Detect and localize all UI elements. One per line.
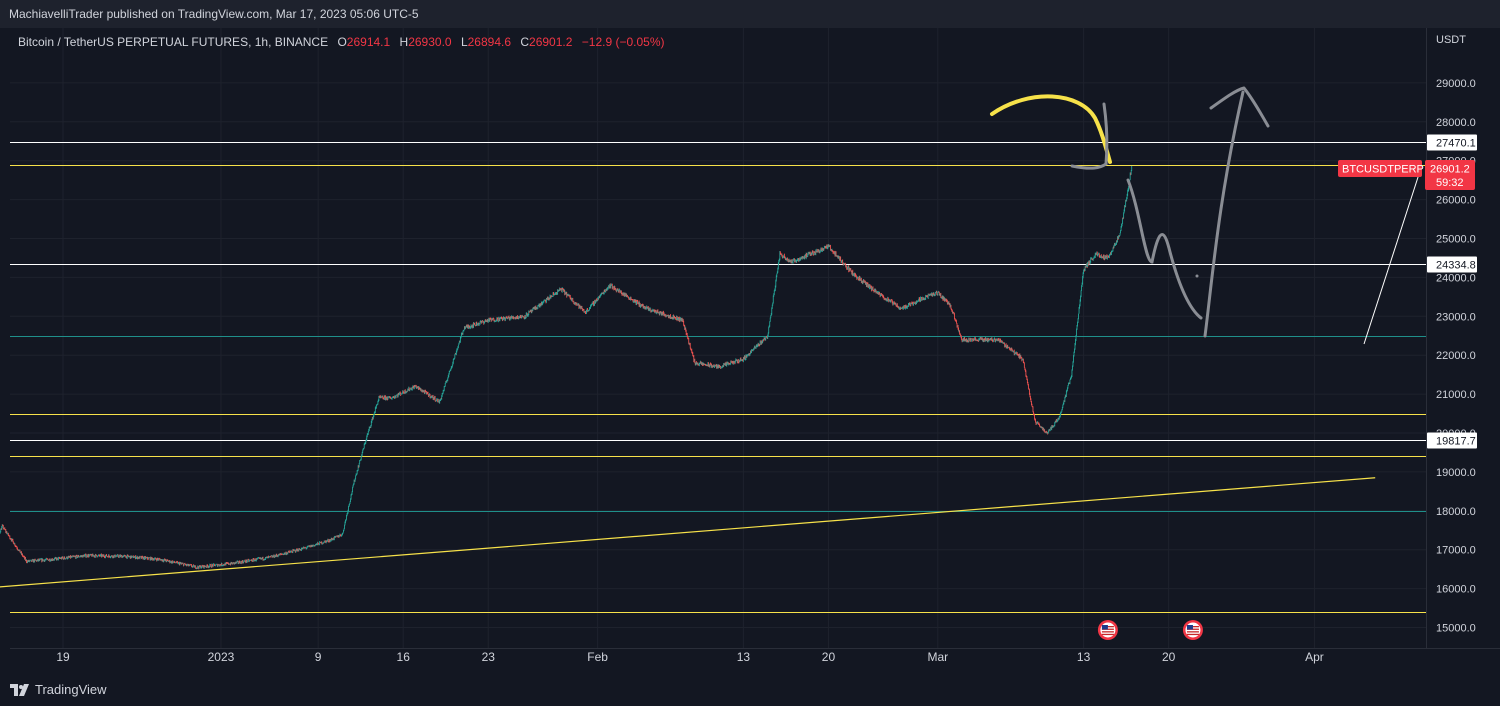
tradingview-logo-icon bbox=[10, 683, 29, 696]
current-price-value: 26901.2 bbox=[1430, 164, 1470, 176]
price-tick-label: 17000.0 bbox=[1436, 545, 1476, 557]
tradingview-logo-text: TradingView bbox=[35, 682, 107, 697]
low-label: L bbox=[460, 35, 468, 49]
level-price-tag bbox=[1427, 432, 1477, 449]
publish-bar: MachiavelliTrader published on TradingVi… bbox=[0, 0, 1500, 28]
level-price-tag-text: 24334.8 bbox=[1436, 260, 1476, 272]
price-axis[interactable]: 15000.016000.017000.018000.019000.020000… bbox=[1436, 78, 1476, 635]
candles bbox=[0, 165, 1133, 570]
close-value: 26901.2 bbox=[529, 35, 573, 49]
current-price-tag: BTCUSDTPERP 26901.2 59:32 bbox=[1338, 160, 1475, 190]
high-value: 26930.0 bbox=[408, 35, 452, 49]
change-value: −12.9 (−0.05%) bbox=[581, 35, 665, 49]
time-tick-label: 2023 bbox=[208, 650, 235, 664]
time-tick-label: 23 bbox=[482, 650, 496, 664]
white-ray-drawing bbox=[1363, 170, 1421, 345]
time-tick-label: 13 bbox=[1077, 650, 1091, 664]
level-price-tag-text: 27470.1 bbox=[1436, 138, 1476, 150]
open-value: 26914.1 bbox=[346, 35, 391, 49]
time-tick-label: 9 bbox=[315, 650, 322, 664]
low-value: 26894.6 bbox=[467, 35, 512, 49]
rising-trendline bbox=[0, 477, 1376, 588]
price-tick-label: 24000.0 bbox=[1436, 272, 1476, 284]
high-label: H bbox=[399, 35, 409, 49]
level-price-tag bbox=[1427, 256, 1477, 273]
price-tick-label: 19000.0 bbox=[1436, 467, 1476, 479]
time-tick-label: 19 bbox=[56, 650, 70, 664]
price-tick-label: 28000.0 bbox=[1436, 117, 1476, 129]
chart-area[interactable]: 15000.016000.017000.018000.019000.020000… bbox=[0, 28, 1500, 677]
published-by-text: MachiavelliTrader published on TradingVi… bbox=[9, 7, 419, 21]
price-tick-label: 15000.0 bbox=[1436, 623, 1476, 635]
symbol-legend[interactable]: Bitcoin / TetherUS PERPETUAL FUTURES, 1h… bbox=[18, 35, 665, 49]
grey-projection-drawing bbox=[1126, 178, 1203, 320]
price-tick-label: 16000.0 bbox=[1436, 584, 1476, 596]
symbol-title[interactable]: Bitcoin / TetherUS PERPETUAL FUTURES, 1h… bbox=[18, 35, 329, 49]
price-tick-label: 22000.0 bbox=[1436, 350, 1476, 362]
time-tick-label: 20 bbox=[822, 650, 836, 664]
horizontal-levels bbox=[10, 142, 1426, 613]
time-tick-label: 13 bbox=[737, 650, 751, 664]
current-price-box bbox=[1425, 160, 1475, 190]
level-price-tag bbox=[1427, 134, 1477, 151]
level-price-tag-text: 19817.7 bbox=[1436, 436, 1476, 448]
candle-countdown: 59:32 bbox=[1436, 177, 1464, 189]
price-tick-label: 26000.0 bbox=[1436, 195, 1476, 207]
time-tick-label: Mar bbox=[927, 650, 948, 664]
price-tick-label: 21000.0 bbox=[1436, 389, 1476, 401]
trendline bbox=[0, 477, 1376, 588]
price-tick-label: 25000.0 bbox=[1436, 234, 1476, 246]
ticker-tag bbox=[1338, 160, 1422, 177]
grey-up-arrow-drawing bbox=[1203, 86, 1270, 338]
grey-tick-drawing bbox=[1070, 102, 1109, 170]
price-tick-label: 23000.0 bbox=[1436, 311, 1476, 323]
time-tick-label: Apr bbox=[1305, 650, 1324, 664]
price-tick-label: 29000.0 bbox=[1436, 78, 1476, 90]
time-tick-label: 20 bbox=[1162, 650, 1176, 664]
grid bbox=[10, 28, 1500, 649]
level-price-tags: 27470.1 24334.8 19817.7 bbox=[1427, 134, 1477, 449]
us-economic-event-icon[interactable] bbox=[1097, 620, 1118, 640]
event-markers[interactable] bbox=[1097, 620, 1203, 640]
ticker-tag-text: BTCUSDTPERP bbox=[1342, 164, 1424, 176]
time-axis[interactable]: 19 2023 9 16 23 Feb 13 20 Mar 13 20 Apr bbox=[56, 650, 1323, 664]
footer-bar bbox=[0, 677, 1500, 706]
us-economic-event-icon[interactable] bbox=[1182, 620, 1203, 640]
chart-canvas[interactable]: 15000.016000.017000.018000.019000.020000… bbox=[0, 28, 1500, 677]
yellow-arc-drawing bbox=[990, 94, 1112, 164]
tradingview-logo[interactable]: TradingView bbox=[10, 682, 107, 697]
time-tick-label: Feb bbox=[587, 650, 608, 664]
annotation-drawings bbox=[990, 86, 1421, 345]
grey-dot-drawing bbox=[1195, 274, 1199, 278]
time-tick-label: 16 bbox=[397, 650, 411, 664]
price-tick-label: 18000.0 bbox=[1436, 506, 1476, 518]
open-label: O bbox=[337, 35, 347, 49]
axis-currency-label[interactable]: USDT bbox=[1436, 34, 1466, 46]
close-label: C bbox=[520, 35, 530, 49]
